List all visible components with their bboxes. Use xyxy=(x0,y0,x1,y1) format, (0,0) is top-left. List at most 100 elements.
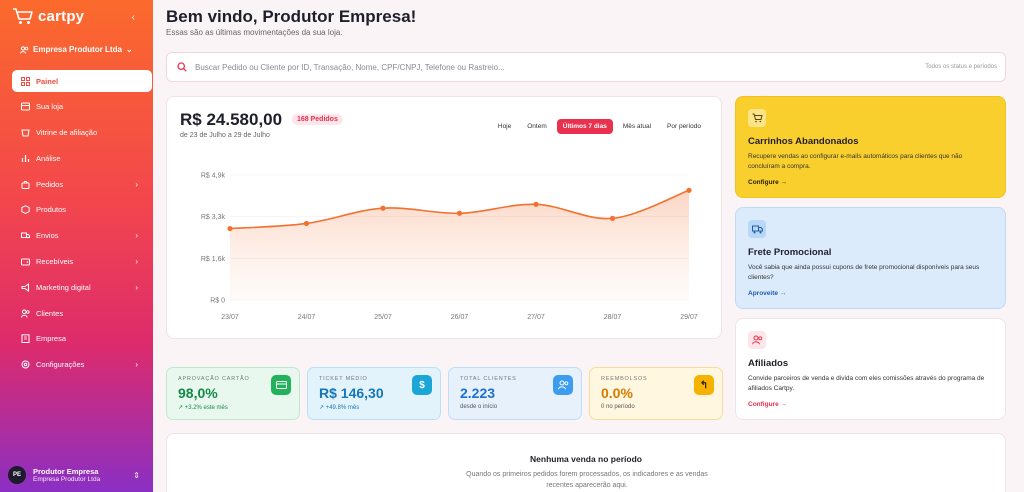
sidebar-item-analise[interactable]: Análise xyxy=(12,147,152,169)
cart-logo-icon xyxy=(13,8,33,24)
chart-point-27/07[interactable] xyxy=(533,201,539,207)
x-tick-label: 25/07 xyxy=(374,314,392,321)
chart-point-24/07[interactable] xyxy=(303,220,310,227)
sidebar-item-marketing[interactable]: Marketing digital › xyxy=(12,276,152,298)
megaphone-icon xyxy=(20,282,30,292)
filter-mes-atual[interactable]: Mês atual xyxy=(622,123,652,130)
sidebar-item-label: Vitrine de afiliação xyxy=(36,128,98,138)
sales-amount: R$ 24.580,00 xyxy=(180,110,283,129)
promo-desc: Convide parceiros de venda e divida com … xyxy=(748,375,985,392)
chevron-right-icon: › xyxy=(135,360,138,370)
logo-text: cartpy xyxy=(38,7,85,25)
avatar: PE xyxy=(8,466,26,484)
kpi-aprovacao-cartao: APROVAÇÃO CARTÃO 98,0% ↗ +3.2% este mês xyxy=(166,367,300,420)
sidebar-item-vitrine[interactable]: Vitrine de afiliação xyxy=(12,122,152,144)
kpi-label: REEMBOLSOS xyxy=(601,376,648,382)
users-icon xyxy=(748,331,766,349)
kpi-label: APROVAÇÃO CARTÃO xyxy=(178,376,250,382)
status-filter[interactable]: Todos os status e períodos xyxy=(925,64,997,70)
chart-point-25/07[interactable] xyxy=(380,205,386,211)
collapse-sidebar-icon[interactable]: ‹ xyxy=(131,12,135,23)
promo-card-carrinhos[interactable]: Carrinhos Abandonados Recupere vendas ao… xyxy=(735,96,1006,198)
promo-desc: Você sabia que ainda possui cupons de fr… xyxy=(748,264,980,281)
logo[interactable]: cartpy xyxy=(12,7,84,25)
sidebar-item-clientes[interactable]: Clientes xyxy=(12,302,152,324)
filter-por-periodo[interactable]: Por período xyxy=(667,123,701,130)
sidebar-item-recebiveis[interactable]: Recebíveis › xyxy=(12,251,152,273)
sidebar-item-label: Sua loja xyxy=(36,102,64,112)
sidebar-item-label: Painel xyxy=(36,76,59,86)
promo-link-configure[interactable]: Configure → xyxy=(748,401,787,408)
kpi-value: 98,0% xyxy=(178,385,218,401)
card-icon xyxy=(271,375,291,395)
chart-point-23/07[interactable] xyxy=(227,225,233,232)
sidebar-item-painel[interactable]: Painel xyxy=(12,70,152,92)
promo-desc: Recupere vendas ao configurar e-mails au… xyxy=(748,153,963,170)
cart-icon xyxy=(748,109,766,127)
kpi-sub: ↗ +3.2% este mês xyxy=(178,405,228,411)
x-tick-label: 24/07 xyxy=(298,314,316,321)
chevron-updown-icon: ⇕ xyxy=(133,471,140,480)
orders-badge: 168 Pedidos xyxy=(292,114,343,125)
users-icon xyxy=(20,308,30,318)
building-icon xyxy=(20,334,30,344)
company-users-icon xyxy=(20,45,29,54)
promo-title: Carrinhos Abandonados xyxy=(748,136,859,147)
sales-chart-card: R$ 24.580,00 168 Pedidos de 23 de Julho … xyxy=(166,96,722,339)
x-tick-label: 28/07 xyxy=(604,314,622,321)
filter-ontem[interactable]: Ontem xyxy=(527,123,547,130)
dashboard-icon xyxy=(20,76,30,86)
recent-sales-card: Nenhuma venda no período Quando os prime… xyxy=(166,433,1006,492)
period-filters: Hoje Ontem Últimos 7 dias Mês atual Por … xyxy=(492,119,707,134)
users-icon xyxy=(553,375,573,395)
user-menu[interactable]: PE Produtor Empresa Empresa Produtor Ltd… xyxy=(8,466,148,484)
sidebar-item-empresa[interactable]: Empresa xyxy=(12,328,152,350)
chevron-right-icon: › xyxy=(135,257,138,267)
chevron-right-icon: › xyxy=(135,282,138,292)
x-tick-label: 29/07 xyxy=(680,314,698,321)
kpi-value: 2.223 xyxy=(460,385,496,401)
sidebar-item-label: Pedidos xyxy=(36,179,64,189)
sidebar-item-configuracoes[interactable]: Configurações › xyxy=(12,354,152,376)
company-switcher[interactable]: Empresa Produtor Ltda ⌄ xyxy=(20,45,133,54)
store-icon xyxy=(20,102,30,112)
dollar-icon: $ xyxy=(412,375,432,395)
kpi-ticket-medio: TICKET MÉDIO R$ 146,30 ↗ +49.8% mês $ xyxy=(307,367,441,420)
sales-area-chart: R$ 0 R$ 1,6k R$ 3,3k R$ 4,9k 23/07 24/07 25/0… xyxy=(201,173,698,322)
empty-title: Nenhuma venda no período xyxy=(530,454,642,464)
search-input[interactable] xyxy=(195,62,875,72)
promo-link-configure[interactable]: Configure → xyxy=(748,179,787,186)
kpi-reembolsos: REEMBOLSOS 0.0% 0 no período ↰ xyxy=(589,367,723,420)
gear-icon xyxy=(20,360,30,370)
chart-point-26/07[interactable] xyxy=(456,210,463,216)
filter-ultimos-7-dias[interactable]: Últimos 7 dias xyxy=(556,119,613,134)
kpi-value: 0.0% xyxy=(601,385,633,401)
sidebar-item-label: Produtos xyxy=(36,205,67,215)
sidebar-item-pedidos[interactable]: Pedidos › xyxy=(12,173,152,195)
promo-card-afiliados[interactable]: Afiliados Convide parceiros de venda e d… xyxy=(735,318,1006,420)
sidebar-item-label: Envios xyxy=(36,231,59,241)
kpi-sub: 0 no período xyxy=(601,404,635,410)
search-bar: Todos os status e períodos xyxy=(166,52,1006,82)
y-tick-label: R$ 0 xyxy=(210,298,225,305)
y-tick-label: R$ 4,9k xyxy=(201,173,226,180)
promo-title: Frete Promocional xyxy=(748,247,832,258)
kpi-sub: ↗ +49.8% mês xyxy=(319,405,360,411)
sidebar-item-sua-loja[interactable]: Sua loja xyxy=(12,96,152,118)
chart-point-28/07[interactable] xyxy=(609,215,616,221)
kpi-label: TICKET MÉDIO xyxy=(319,376,368,382)
bag-icon xyxy=(20,179,30,189)
filter-hoje[interactable]: Hoje xyxy=(497,123,512,130)
sidebar-item-produtos[interactable]: Produtos xyxy=(12,199,152,221)
chart-point-29/07[interactable] xyxy=(686,187,692,193)
sidebar-item-envios[interactable]: Envios › xyxy=(12,225,152,247)
page-subtitle: Essas são as últimas movimentações da su… xyxy=(166,28,343,37)
showcase-icon xyxy=(20,128,30,138)
sidebar-nav: Painel Sua loja Vitrine de afiliação Aná… xyxy=(12,70,152,380)
promo-link-aproveite[interactable]: Aproveite → xyxy=(748,290,787,297)
y-tick-label: R$ 3,3k xyxy=(201,214,226,221)
x-tick-label: 26/07 xyxy=(451,314,469,321)
x-tick-label: 23/07 xyxy=(221,314,239,321)
promo-card-frete[interactable]: Frete Promocional Você sabia que ainda p… xyxy=(735,207,1006,309)
x-tick-label: 27/07 xyxy=(527,314,545,321)
